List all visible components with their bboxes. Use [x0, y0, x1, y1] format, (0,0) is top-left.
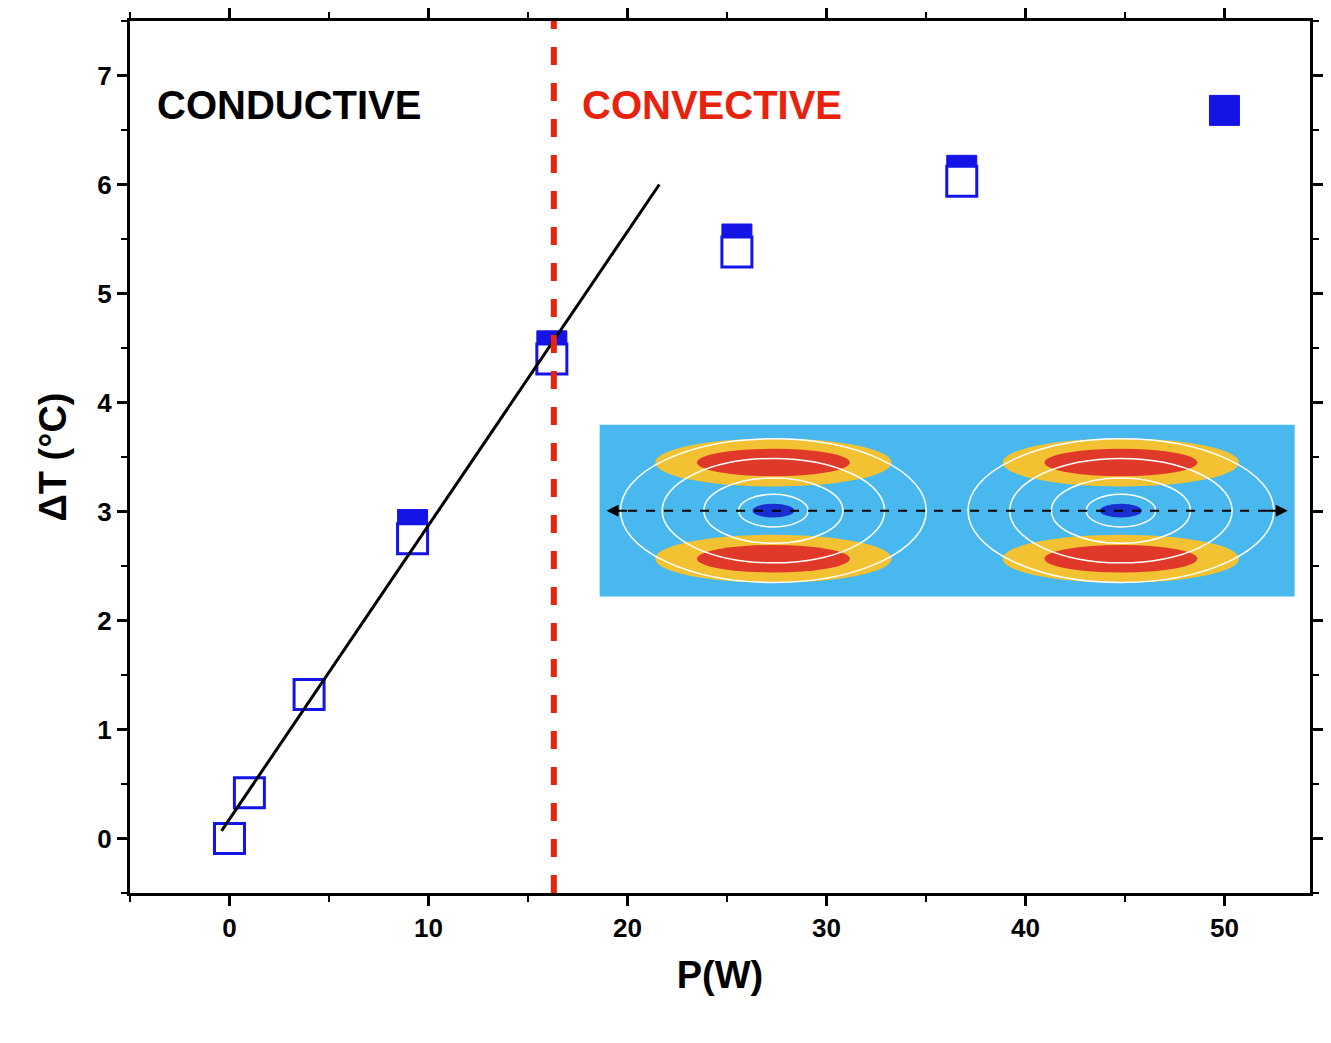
svg-text:ΔT (°C): ΔT (°C)	[32, 392, 74, 521]
svg-text:50: 50	[1210, 913, 1239, 943]
svg-text:20: 20	[613, 913, 642, 943]
svg-text:5: 5	[97, 279, 111, 309]
svg-text:40: 40	[1011, 913, 1040, 943]
svg-text:0: 0	[97, 824, 111, 854]
svg-text:30: 30	[812, 913, 841, 943]
svg-text:CONVECTIVE: CONVECTIVE	[582, 83, 842, 127]
svg-text:2: 2	[97, 606, 111, 636]
svg-text:6: 6	[97, 170, 111, 200]
svg-text:10: 10	[414, 913, 443, 943]
svg-text:7: 7	[97, 61, 111, 91]
svg-text:P(W): P(W)	[677, 954, 764, 996]
svg-text:1: 1	[97, 715, 111, 745]
svg-text:0: 0	[222, 913, 236, 943]
svg-text:4: 4	[97, 388, 112, 418]
svg-text:3: 3	[97, 497, 111, 527]
svg-text:CONDUCTIVE: CONDUCTIVE	[157, 83, 421, 127]
